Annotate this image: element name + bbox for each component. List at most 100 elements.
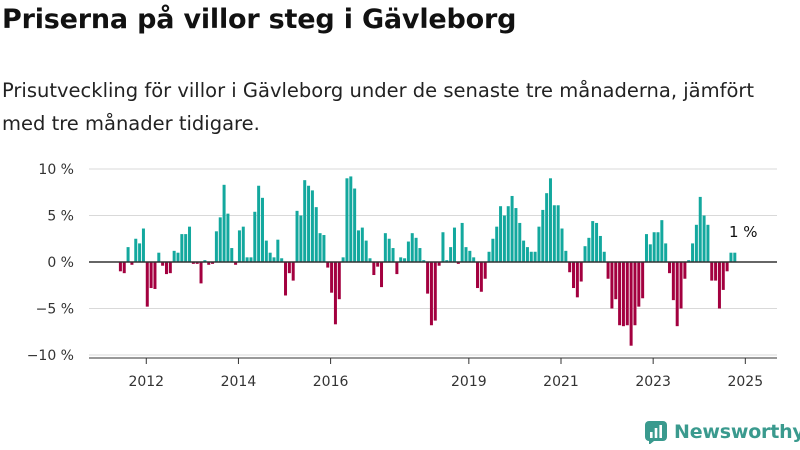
- bar: [222, 184, 226, 262]
- bar: [122, 262, 126, 274]
- bar: [621, 262, 625, 327]
- x-tick-label: 2019: [451, 374, 487, 390]
- bar: [345, 178, 349, 262]
- bar: [499, 206, 503, 262]
- bar: [602, 251, 606, 262]
- bar: [460, 222, 464, 262]
- bar: [710, 262, 714, 281]
- bar: [260, 197, 264, 262]
- bar: [706, 224, 710, 262]
- bar: [134, 238, 138, 262]
- bar: [426, 262, 430, 294]
- bar: [126, 247, 130, 262]
- bar: [575, 262, 579, 298]
- bar: [729, 252, 733, 262]
- bar: [583, 246, 587, 262]
- bar: [322, 235, 326, 262]
- bar: [218, 217, 222, 262]
- bar: [310, 190, 314, 262]
- bar: [548, 178, 552, 262]
- y-tick-label: −5 %: [36, 302, 74, 318]
- bar: [598, 235, 602, 262]
- annotations: 1 %: [729, 223, 758, 241]
- bar: [733, 252, 737, 262]
- bar: [268, 252, 272, 262]
- bar: [176, 252, 180, 262]
- bar: [376, 262, 380, 267]
- bar: [721, 262, 725, 290]
- bar: [399, 257, 403, 262]
- bar: [472, 257, 476, 262]
- bar: [326, 262, 330, 268]
- bar: [372, 262, 376, 276]
- bar: [387, 238, 391, 262]
- bar: [476, 262, 480, 289]
- brand-name: Newsworthy: [674, 421, 800, 443]
- bar: [587, 237, 591, 262]
- bar-chart: 10 % 5 % 0 % −5 % −10 % 2012 2014 2016 2019 2021…: [27, 162, 777, 390]
- bar: [264, 240, 268, 262]
- bar: [652, 232, 656, 262]
- bar: [353, 188, 357, 262]
- bar: [437, 262, 441, 266]
- bar: [314, 207, 318, 262]
- bar: [380, 262, 384, 288]
- bar: [280, 258, 284, 262]
- bar: [360, 227, 364, 262]
- bar: [633, 262, 637, 326]
- bar: [441, 232, 445, 262]
- bar: [491, 238, 495, 262]
- bar: [518, 222, 522, 262]
- bar: [356, 230, 360, 262]
- bar: [641, 262, 645, 299]
- bar: [483, 262, 487, 279]
- bar: [410, 233, 414, 262]
- bar: [149, 262, 153, 289]
- bar: [456, 262, 460, 264]
- x-tick-label: 2025: [727, 374, 763, 390]
- x-tick-label: 2023: [635, 374, 671, 390]
- bar: [506, 206, 510, 262]
- bar: [368, 258, 372, 262]
- bar: [364, 240, 368, 262]
- bar: [153, 262, 157, 289]
- bar: [307, 185, 311, 262]
- bar: [299, 215, 303, 262]
- bar: [656, 232, 660, 262]
- bar: [295, 210, 299, 262]
- bar: [533, 251, 537, 262]
- bar: [249, 257, 253, 262]
- bar: [418, 248, 422, 262]
- bar: [510, 195, 514, 262]
- bar: [502, 215, 506, 262]
- bar: [349, 176, 353, 262]
- bar: [525, 247, 529, 262]
- bar: [207, 262, 211, 265]
- bar: [199, 262, 203, 284]
- bar: [683, 262, 687, 279]
- bar: [180, 234, 184, 262]
- bar: [464, 247, 468, 262]
- bar: [560, 228, 564, 262]
- bar: [725, 262, 729, 272]
- bar: [714, 262, 718, 281]
- bar: [241, 226, 245, 262]
- bar: [337, 262, 341, 300]
- bar: [245, 257, 249, 262]
- bar: [157, 252, 161, 262]
- bar: [694, 224, 698, 262]
- bar: [318, 233, 322, 262]
- bar: [660, 220, 664, 262]
- bar: [191, 262, 195, 264]
- bar: [403, 258, 407, 262]
- y-tick-label: 0 %: [47, 255, 74, 271]
- y-tick-label: 5 %: [47, 209, 74, 225]
- bar: [188, 226, 192, 262]
- bar: [272, 257, 276, 262]
- bar: [618, 262, 622, 326]
- bar: [391, 248, 395, 262]
- bar: [291, 262, 295, 281]
- x-axis: 2012 2014 2016 2019 2021 2023 2025: [89, 357, 777, 390]
- bar: [595, 222, 599, 262]
- bar: [687, 260, 691, 262]
